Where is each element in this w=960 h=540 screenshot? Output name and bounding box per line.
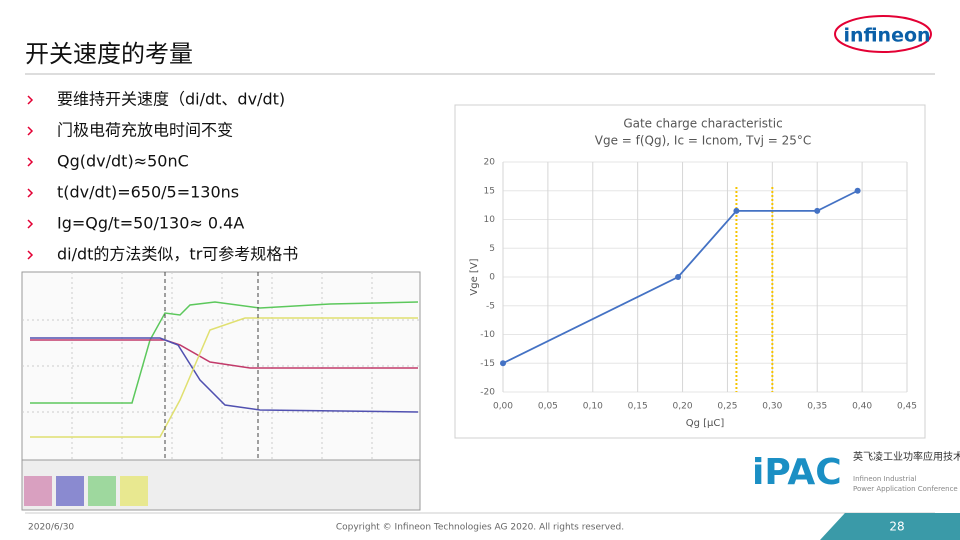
data-point bbox=[854, 187, 861, 194]
page-number: 28 bbox=[889, 520, 904, 534]
y-axis-label: Vge [V] bbox=[469, 258, 480, 295]
bullet-text: 门极电荷充放电时间不变 bbox=[57, 121, 233, 140]
footer-band bbox=[820, 513, 960, 540]
scope-trace bbox=[30, 339, 418, 369]
y-tick-label: -20 bbox=[480, 388, 495, 398]
scope-channel-box bbox=[88, 476, 116, 506]
y-tick-label: 10 bbox=[484, 215, 496, 225]
x-tick-label: 0,30 bbox=[762, 402, 782, 412]
scope-trace bbox=[30, 337, 419, 413]
y-tick-label: -10 bbox=[480, 330, 495, 340]
footer-date: 2020/6/30 bbox=[28, 523, 74, 533]
x-tick-label: 0,40 bbox=[852, 402, 872, 412]
bullet-marker bbox=[27, 250, 34, 260]
x-tick-label: 0,20 bbox=[673, 402, 693, 412]
y-tick-label: 0 bbox=[489, 273, 495, 283]
bullet-marker bbox=[27, 126, 34, 136]
x-axis-label: Qg [μC] bbox=[686, 418, 725, 429]
data-point bbox=[500, 360, 506, 367]
ipac-en: Infineon Industrial bbox=[853, 475, 916, 483]
x-tick-label: 0,35 bbox=[807, 402, 827, 412]
chart-title: Gate charge characteristic bbox=[623, 117, 782, 131]
y-tick-label: 5 bbox=[489, 244, 495, 254]
scope-trace bbox=[30, 301, 419, 404]
data-point bbox=[814, 207, 821, 214]
x-tick-label: 0,45 bbox=[897, 402, 917, 412]
bullet-text: t(dv/dt)=650/5=130ns bbox=[57, 183, 239, 202]
scope-channel-box bbox=[120, 476, 148, 506]
data-point bbox=[733, 207, 740, 214]
y-tick-label: 15 bbox=[484, 186, 495, 196]
data-point bbox=[675, 274, 682, 280]
ipac-logo: iPAC bbox=[752, 452, 842, 493]
logo-text: infineon bbox=[843, 25, 930, 47]
chart-subtitle: Vge = f(Qg), Ic = Icnom, Tvj = 25°C bbox=[595, 134, 812, 148]
bullet-text: di/dt的方法类似，tr可参考规格书 bbox=[57, 245, 298, 264]
bullet-text: Ig=Qg/t=50/130≈ 0.4A bbox=[57, 214, 244, 233]
scope-trace bbox=[30, 317, 418, 438]
bullet-list: 要维持开关速度（di/dt、dv/dt) 门极电荷充放电时间不变 Qg(dv/dt)… bbox=[27, 90, 298, 264]
chart: Gate charge characteristic Vge = f(Qg), … bbox=[469, 117, 917, 430]
y-tick-label: -5 bbox=[486, 301, 495, 311]
x-tick-label: 0,10 bbox=[583, 402, 603, 412]
x-tick-label: 0,25 bbox=[717, 402, 737, 412]
bullet-text: 要维持开关速度（di/dt、dv/dt) bbox=[57, 90, 285, 109]
scope-screen bbox=[21, 271, 421, 461]
chart-frame bbox=[454, 104, 926, 439]
scope-channel-box bbox=[56, 476, 84, 506]
ipac-en: Power Application Conference bbox=[853, 485, 958, 493]
bullet-marker bbox=[27, 188, 34, 198]
x-tick-label: 0,00 bbox=[493, 402, 513, 412]
slide-title: 开关速度的考量 bbox=[25, 40, 193, 68]
ipac-cn: 英飞凌工业功率应用技术大会 bbox=[853, 450, 960, 463]
x-tick-label: 0,05 bbox=[538, 402, 558, 412]
x-tick-label: 0,15 bbox=[628, 402, 648, 412]
logo-swoosh bbox=[834, 15, 932, 53]
bullet-marker bbox=[27, 157, 34, 167]
footer-copyright: Copyright © Infineon Technologies AG 202… bbox=[336, 523, 624, 533]
bullet-marker bbox=[27, 219, 34, 229]
bullet-marker bbox=[27, 95, 34, 105]
scope-channel-box bbox=[24, 476, 52, 506]
y-tick-label: -15 bbox=[480, 359, 495, 369]
scope-image bbox=[21, 271, 421, 511]
bullet-text: Qg(dv/dt)≈50nC bbox=[57, 152, 189, 171]
y-tick-label: 20 bbox=[484, 158, 496, 168]
